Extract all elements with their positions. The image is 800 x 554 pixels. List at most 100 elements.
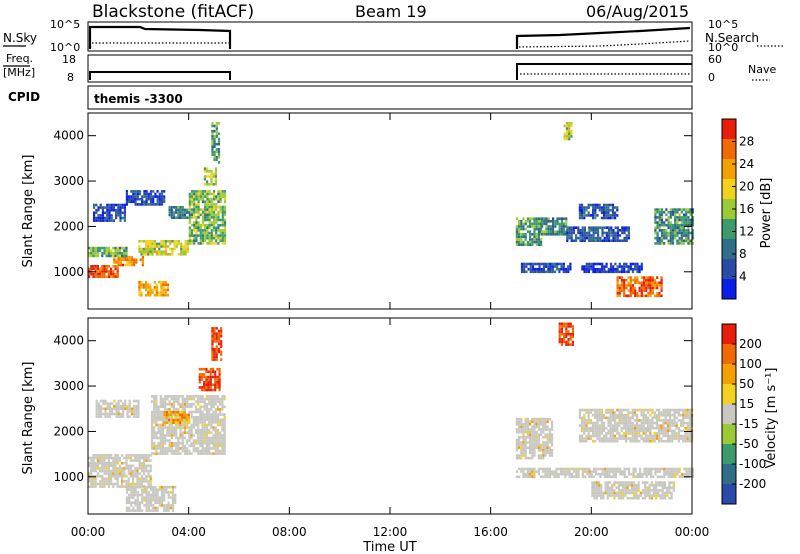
radar-cell <box>526 475 529 479</box>
radar-cell <box>586 234 589 237</box>
radar-cell <box>144 242 148 246</box>
radar-cell <box>164 291 167 294</box>
radar-cell <box>121 480 124 483</box>
radar-cell <box>603 470 606 473</box>
radar-cell <box>163 421 166 424</box>
radar-cell <box>116 477 119 481</box>
radar-cell <box>214 378 217 381</box>
radar-cell <box>161 405 165 409</box>
radar-cell <box>623 294 626 298</box>
radar-cell <box>134 482 137 486</box>
radar-cell <box>223 218 227 222</box>
radar-cell <box>541 220 544 223</box>
radar-cell <box>145 480 148 483</box>
radar-cell <box>155 447 158 450</box>
radar-cell <box>546 425 549 429</box>
radar-cell <box>680 236 683 240</box>
radar-cell <box>581 229 584 232</box>
radar-cell <box>670 496 673 500</box>
radar-cell <box>221 192 224 196</box>
radar-cell <box>101 246 104 250</box>
radar-cell <box>515 225 518 228</box>
radar-cell <box>543 217 546 220</box>
radar-cell <box>163 411 166 414</box>
radar-cell <box>144 280 148 284</box>
radar-cell <box>659 494 662 497</box>
radar-cell <box>172 431 176 435</box>
radar-cell <box>201 231 205 235</box>
radar-cell <box>544 454 547 457</box>
radar-cell <box>560 225 563 228</box>
radar-cell <box>201 428 204 432</box>
radar-cell <box>630 496 634 500</box>
radar-cell <box>515 449 518 452</box>
radar-cell <box>218 388 221 392</box>
radar-cell <box>210 395 213 398</box>
radar-cell <box>529 430 532 434</box>
radar-cell <box>186 405 189 409</box>
radar-cell <box>592 270 595 274</box>
radar-cell <box>520 436 523 439</box>
radar-cell <box>616 278 619 282</box>
radar-cell <box>520 443 523 447</box>
radar-cell <box>197 439 200 442</box>
colorbar-tick-label: -200 <box>739 477 766 491</box>
radar-cell <box>212 410 215 414</box>
radar-cell <box>96 252 99 255</box>
radar-cell <box>549 262 552 266</box>
radar-cell <box>215 334 218 338</box>
radar-cell <box>684 413 687 417</box>
radar-cell <box>132 472 135 475</box>
radar-cell <box>215 231 218 235</box>
radar-cell <box>136 467 139 470</box>
nsky-panel: N.Sky 10^5 10^0 N.Search 10^5 10^0 <box>3 18 783 54</box>
radar-cell <box>197 234 200 237</box>
radar-cell <box>161 447 165 450</box>
radar-cell <box>133 415 136 418</box>
radar-cell <box>205 370 208 374</box>
radar-cell <box>642 408 645 412</box>
radar-cell <box>164 253 167 256</box>
radar-cell <box>596 426 599 430</box>
radar-cell <box>573 467 576 471</box>
radar-cell <box>140 477 143 481</box>
radar-cell <box>141 496 144 499</box>
radar-cell <box>118 252 121 255</box>
radar-cell <box>529 451 532 455</box>
radar-cell <box>101 464 104 468</box>
radar-cell <box>127 454 130 457</box>
radar-cell <box>589 203 592 207</box>
radar-cell <box>687 239 690 243</box>
radar-cell <box>606 481 609 484</box>
radar-cell <box>548 417 551 421</box>
radar-cell <box>103 464 106 468</box>
radar-cell <box>208 213 211 217</box>
radar-cell <box>194 410 198 414</box>
radar-cell <box>219 413 222 416</box>
radar-cell <box>687 234 690 237</box>
radar-cell <box>199 234 202 237</box>
radar-cell <box>163 506 166 510</box>
radar-cell <box>105 275 108 278</box>
radar-cell <box>161 431 165 435</box>
radar-cell <box>105 265 108 268</box>
radar-cell <box>674 213 677 217</box>
radar-cell <box>585 206 588 209</box>
radar-cell <box>223 395 226 398</box>
radar-cell <box>644 439 647 443</box>
radar-cell <box>181 211 184 214</box>
radar-cell <box>649 429 652 433</box>
radar-cell <box>175 444 178 448</box>
radar-cell <box>210 239 213 243</box>
radar-cell <box>686 413 689 417</box>
radar-cell <box>541 225 544 228</box>
radar-cell <box>160 488 164 492</box>
radar-cell <box>586 231 589 235</box>
radar-cell <box>638 439 641 443</box>
radar-cell <box>187 418 190 422</box>
radar-cell <box>623 286 626 290</box>
radar-cell <box>524 454 527 457</box>
radar-cell <box>625 434 628 438</box>
radar-cell <box>158 293 161 297</box>
radar-cell <box>190 192 194 196</box>
